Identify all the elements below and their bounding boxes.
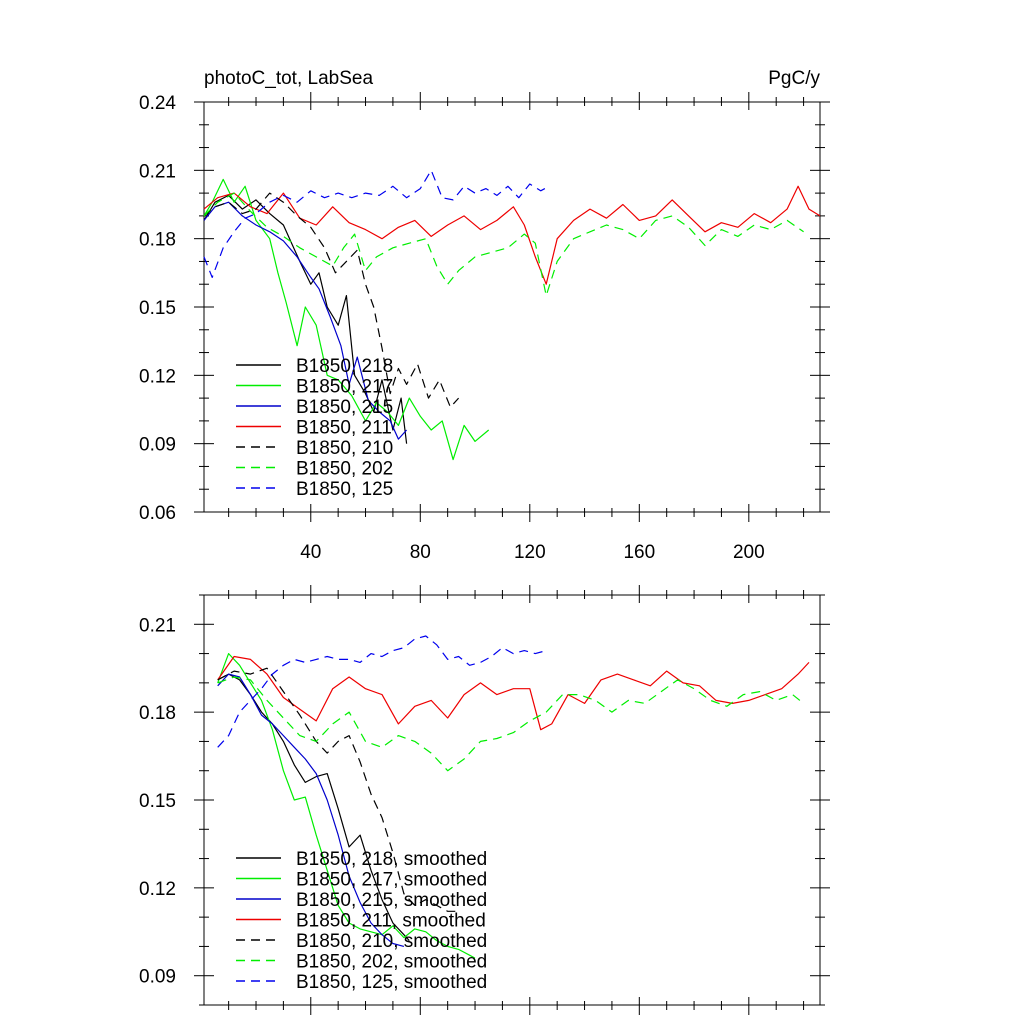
top-legend-label: B1850, 211 — [296, 418, 392, 439]
chart-title-right: PgC/y — [768, 68, 820, 89]
bottom-legend-label: B1850, 202, smoothed — [296, 952, 487, 973]
bottom-ytick-label: 0.09 — [139, 967, 176, 988]
bottom-ytick-label: 0.15 — [139, 791, 176, 812]
top-legend-label: B1850, 218 — [296, 356, 393, 377]
top-ytick-label: 0.24 — [139, 93, 176, 114]
bottom-legend-label: B1850, 215, smoothed — [296, 890, 487, 911]
top-legend-label: B1850, 202 — [296, 459, 393, 480]
top-series-line — [203, 192, 460, 408]
bottom-ytick-label: 0.21 — [139, 615, 176, 636]
top-ytick-label: 0.06 — [139, 503, 176, 524]
bottom-ytick-label: 0.12 — [139, 879, 176, 900]
top-legend-label: B1850, 215 — [296, 397, 393, 418]
top-ytick-label: 0.15 — [139, 298, 176, 319]
bottom-legend-label: B1850, 210, smoothed — [296, 931, 487, 952]
top-series-line — [203, 201, 408, 440]
bottom-legend-label: B1850, 211, smoothed — [296, 911, 486, 932]
top-ytick-label: 0.18 — [139, 230, 176, 251]
top-legend-label: B1850, 217 — [296, 377, 393, 398]
top-xtick-label: 120 — [514, 542, 546, 563]
top-ytick-label: 0.12 — [139, 366, 176, 387]
bottom-ytick-label: 0.18 — [139, 703, 176, 724]
chart-title-left: photoC_tot, LabSea — [204, 68, 373, 89]
top-xtick-label: 80 — [410, 542, 431, 563]
bottom-series-line — [217, 676, 804, 772]
top-series-line — [203, 185, 821, 285]
top-legend-label: B1850, 125 — [296, 479, 393, 500]
top-ytick-label: 0.21 — [139, 161, 176, 182]
bottom-legend-label: B1850, 217, smoothed — [296, 870, 487, 891]
bottom-series-line — [217, 655, 810, 731]
bottom-series-line — [217, 635, 547, 748]
top-series-line — [203, 178, 490, 461]
top-xtick-label: 160 — [623, 542, 655, 563]
top-ytick-label: 0.09 — [139, 435, 176, 456]
top-series-line — [203, 192, 804, 297]
top-legend-label: B1850, 210 — [296, 438, 393, 459]
bottom-series-line — [217, 652, 476, 959]
bottom-legend-label: B1850, 125, smoothed — [296, 972, 487, 993]
top-series-line — [203, 194, 408, 444]
bottom-legend-label: B1850, 218, smoothed — [296, 849, 487, 870]
top-xtick-label: 40 — [300, 542, 321, 563]
top-series-line — [203, 169, 550, 278]
bottom-series-line — [217, 667, 456, 912]
top-xtick-label: 200 — [733, 542, 765, 563]
bottom-series-line — [217, 673, 405, 947]
